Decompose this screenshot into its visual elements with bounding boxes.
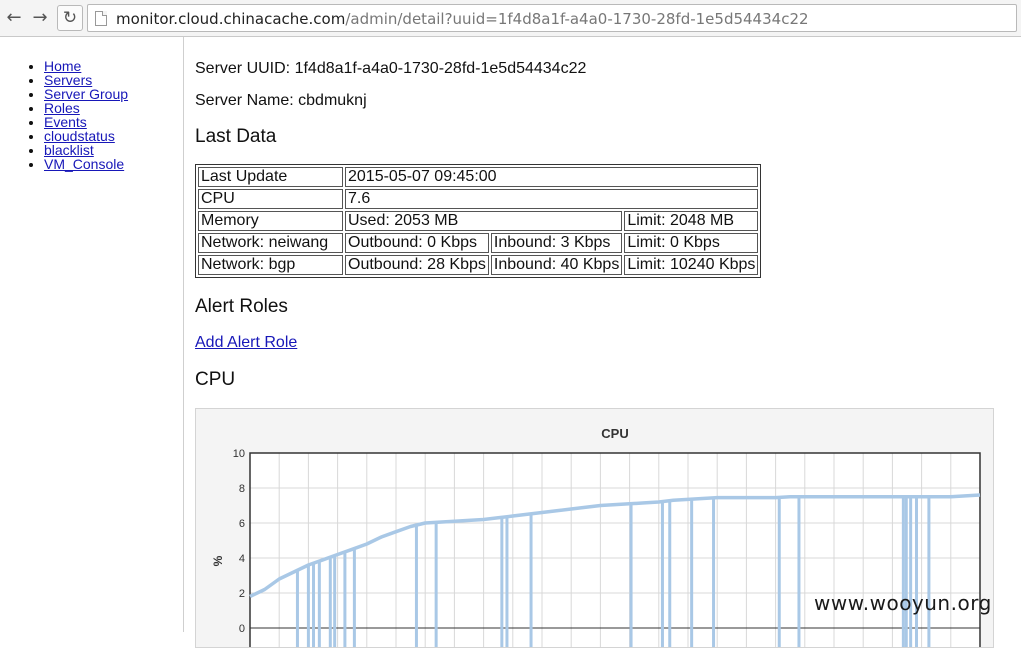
nav-item-servers: Servers [44,73,183,87]
page-icon [95,11,107,26]
last-data-table: Last Update 2015-05-07 09:45:00 CPU 7.6 … [195,164,762,278]
nav-link-vm-console[interactable]: VM_Console [44,156,125,172]
cell-label: Last Update [198,167,343,187]
address-bar[interactable]: monitor.cloud.chinacache.com/admin/detai… [87,4,1017,32]
cpu-heading: CPU [195,369,236,390]
nav-item-home: Home [44,59,183,73]
cell-value: Outbound: 28 Kbps [345,255,489,275]
cpu-chart: CPU % 0 2 4 6 8 10 [195,408,994,649]
nav-item-roles: Roles [44,101,183,115]
cell-label: Network: neiwang [198,233,343,253]
watermark: www.wooyun.org [814,591,992,615]
cell-value: Outbound: 0 Kbps [345,233,489,253]
cell-label: Network: bgp [198,255,343,275]
add-alert-role-link[interactable]: Add Alert Role [195,334,298,351]
cell-value: Inbound: 3 Kbps [490,233,623,253]
nav-link-servers[interactable]: Servers [44,72,93,88]
nav-link-roles[interactable]: Roles [44,100,80,116]
server-uuid: Server UUID: 1f4d8a1f-a4a0-1730-28fd-1e5… [195,60,587,77]
table-row: Network: bgp Outbound: 28 Kbps Inbound: … [198,255,759,275]
y-tick-label: 10 [233,448,245,460]
nav-link-cloudstatus[interactable]: cloudstatus [44,128,115,144]
nav-link-home[interactable]: Home [44,58,82,74]
nav-link-server-group[interactable]: Server Group [44,86,129,102]
nav-item-cloudstatus: cloudstatus [44,129,183,143]
cpu-chart-svg: CPU % 0 2 4 6 8 10 [211,426,981,649]
url-path: /admin/detail?uuid=1f4d8a1f-a4a0-1730-28… [345,10,809,28]
cell-label: CPU [198,189,343,209]
cell-label: Memory [198,211,343,231]
cell-value: Limit: 2048 MB [624,211,759,231]
chart-title: CPU [601,426,628,441]
back-arrow-icon[interactable]: ← [6,7,22,28]
nav-list: Home Servers Server Group Roles Events c… [0,59,183,171]
y-axis-label: % [211,555,225,566]
y-tick-label: 0 [239,623,245,635]
table-row: CPU 7.6 [198,189,759,209]
nav-item-events: Events [44,115,183,129]
plot-background [250,453,980,648]
browser-toolbar: ← → ↻ monitor.cloud.chinacache.com/admin… [0,0,1021,37]
cell-value: Used: 2053 MB [345,211,623,231]
cell-value: 2015-05-07 09:45:00 [345,167,759,187]
cell-value: Limit: 0 Kbps [624,233,759,253]
reload-icon[interactable]: ↻ [57,5,83,31]
last-data-heading: Last Data [195,126,277,147]
url-domain: monitor.cloud.chinacache.com [116,10,346,28]
y-tick-label: 4 [239,553,245,565]
y-tick-label: 6 [239,518,245,530]
forward-arrow-icon[interactable]: → [32,7,48,28]
table-row: Last Update 2015-05-07 09:45:00 [198,167,759,187]
server-name: Server Name: cbdmuknj [195,92,367,109]
url-text[interactable]: monitor.cloud.chinacache.com/admin/detai… [116,10,809,28]
nav-item-vm-console: VM_Console [44,157,183,171]
cpu-series-line [249,493,981,599]
nav-item-blacklist: blacklist [44,143,183,157]
cell-value: 7.6 [345,189,759,209]
y-tick-label: 8 [239,483,245,495]
y-tick-label: 2 [239,588,245,600]
nav-item-server-group: Server Group [44,87,183,101]
table-row: Network: neiwang Outbound: 0 Kbps Inboun… [198,233,759,253]
alert-roles-heading: Alert Roles [195,296,288,317]
nav-link-events[interactable]: Events [44,114,87,130]
nav-link-blacklist[interactable]: blacklist [44,142,94,158]
cell-value: Inbound: 40 Kbps [490,255,623,275]
sidebar-nav: Home Servers Server Group Roles Events c… [0,37,184,632]
cell-value: Limit: 10240 Kbps [624,255,759,275]
table-row: Memory Used: 2053 MB Limit: 2048 MB [198,211,759,231]
plot-area: 0 2 4 6 8 10 [233,448,981,649]
